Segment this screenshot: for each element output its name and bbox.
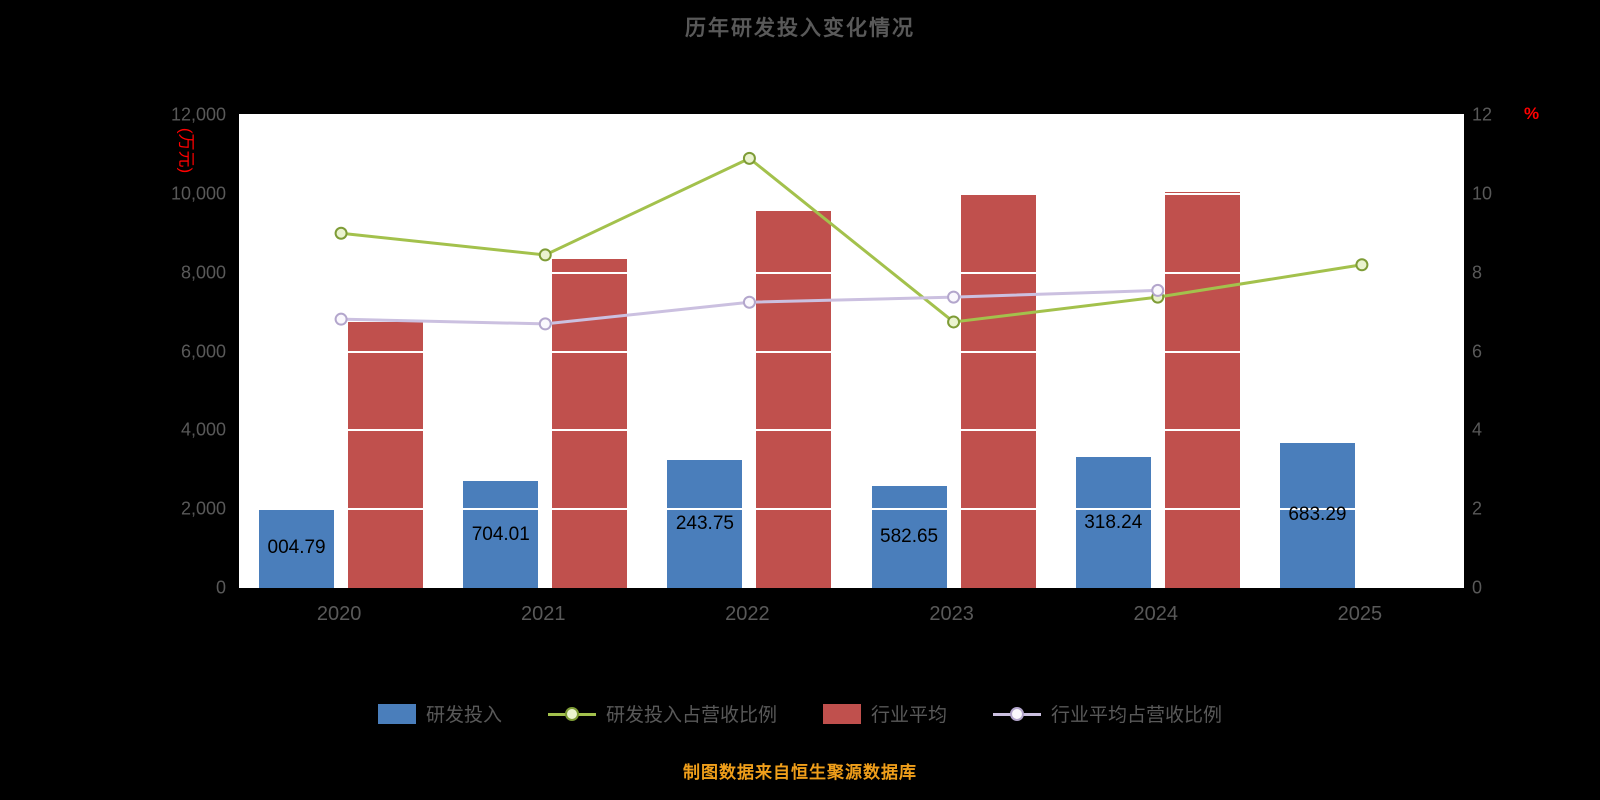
bar-value-label: 582.65	[880, 526, 939, 548]
line-marker	[538, 248, 552, 262]
left-axis-tick-label: 12,000	[170, 104, 226, 125]
bar-value-label: 243.75	[675, 513, 734, 535]
legend-swatch-rd-ratio	[547, 704, 596, 724]
x-axis-year-label: 2023	[929, 603, 974, 625]
gridline	[239, 429, 1464, 432]
line-marker	[1151, 283, 1165, 297]
x-axis-year-label: 2020	[316, 603, 362, 625]
legend-label-industry-ratio: 行业平均占营收比例	[1051, 705, 1223, 726]
line-marker	[538, 317, 552, 331]
chart-title: 历年研发投入变化情况	[685, 17, 915, 40]
left-axis-tick-label: 6,000	[180, 341, 226, 361]
bar-rd-investment-2023	[871, 486, 947, 588]
legend-marker-icon	[1010, 706, 1025, 721]
right-axis-tick-label: 6	[1472, 341, 1483, 361]
bar-rd-investment-2022	[667, 460, 743, 588]
legend-label-rd-ratio: 研发投入占营收比例	[605, 705, 777, 726]
legend-swatch-rd-investment	[377, 703, 416, 724]
rd-ratio-line	[340, 156, 1363, 324]
left-axis-unit-label: (万元)	[176, 127, 196, 174]
bar-value-label: 318.24	[1084, 511, 1143, 533]
x-axis-year-label: 2021	[521, 603, 566, 625]
line-marker	[742, 151, 756, 165]
x-axis-year-label: 2025	[1337, 603, 1383, 625]
data-source-note: 制图数据来自恒生聚源数据库	[683, 763, 917, 782]
left-axis-tick-label: 2,000	[180, 498, 226, 519]
legend-item-industry-ratio: 行业平均占营收比例	[993, 700, 1222, 727]
right-axis-tick-label: 12	[1472, 104, 1493, 125]
bar-rd-investment-2024	[1075, 457, 1151, 588]
legend-marker-icon	[564, 706, 579, 721]
legend-item-rd-investment: 研发投入	[377, 700, 502, 727]
legend-item-industry-avg: 行业平均	[823, 700, 947, 727]
right-axis-tick-label: 0	[1472, 577, 1483, 598]
legend-swatch-industry-ratio	[993, 704, 1042, 724]
line-marker	[742, 295, 756, 309]
bar-industry-avg-2021	[552, 258, 628, 588]
legend-label-rd-investment: 研发投入	[425, 705, 502, 726]
right-axis-tick-label: 10	[1472, 183, 1493, 204]
gridline	[239, 114, 1464, 116]
gridline	[239, 508, 1464, 511]
bar-rd-investment-2021	[463, 481, 539, 588]
plot-area: 004.79 704.01 243.75 582.65 318.24 683.29	[237, 114, 1466, 590]
x-axis-year-label: 2024	[1133, 603, 1179, 625]
gridline	[239, 350, 1464, 353]
right-axis-unit-label: %	[1524, 104, 1540, 123]
line-marker	[947, 315, 961, 329]
legend: 研发投入 研发投入占营收比例 行业平均 行业平均占营收比例	[0, 700, 1600, 727]
legend-swatch-industry-avg	[823, 703, 861, 724]
bar-industry-avg-2020	[348, 321, 424, 588]
bar-value-label: 004.79	[267, 537, 326, 559]
gridline	[239, 192, 1464, 195]
line-marker	[1355, 258, 1369, 272]
line-marker	[334, 312, 348, 326]
bar-value-label: 683.29	[1288, 504, 1347, 526]
bar-industry-avg-2022	[756, 211, 832, 588]
left-axis-tick-label: 4,000	[180, 419, 226, 440]
line-series-layer	[334, 151, 1369, 331]
bar-value-label: 704.01	[471, 523, 530, 545]
bar-rd-investment-2025	[1279, 442, 1355, 588]
left-axis-tick-label: 0	[215, 577, 226, 598]
bar-industry-avg-2023	[960, 193, 1036, 588]
x-axis-year-label: 2022	[725, 603, 770, 625]
left-axis-tick-label: 10,000	[170, 183, 226, 204]
right-axis-tick-label: 2	[1472, 498, 1483, 519]
legend-label-industry-avg: 行业平均	[871, 705, 948, 726]
legend-item-rd-ratio: 研发投入占营收比例	[547, 700, 777, 727]
line-marker	[334, 226, 348, 240]
gridline	[239, 271, 1464, 274]
line-marker	[947, 290, 961, 304]
right-axis-tick-label: 8	[1472, 262, 1483, 283]
right-axis-tick-label: 4	[1472, 419, 1483, 440]
bar-rd-investment-2020	[259, 508, 335, 588]
bar-industry-avg-2024	[1164, 191, 1240, 588]
left-axis-tick-label: 8,000	[180, 262, 226, 283]
